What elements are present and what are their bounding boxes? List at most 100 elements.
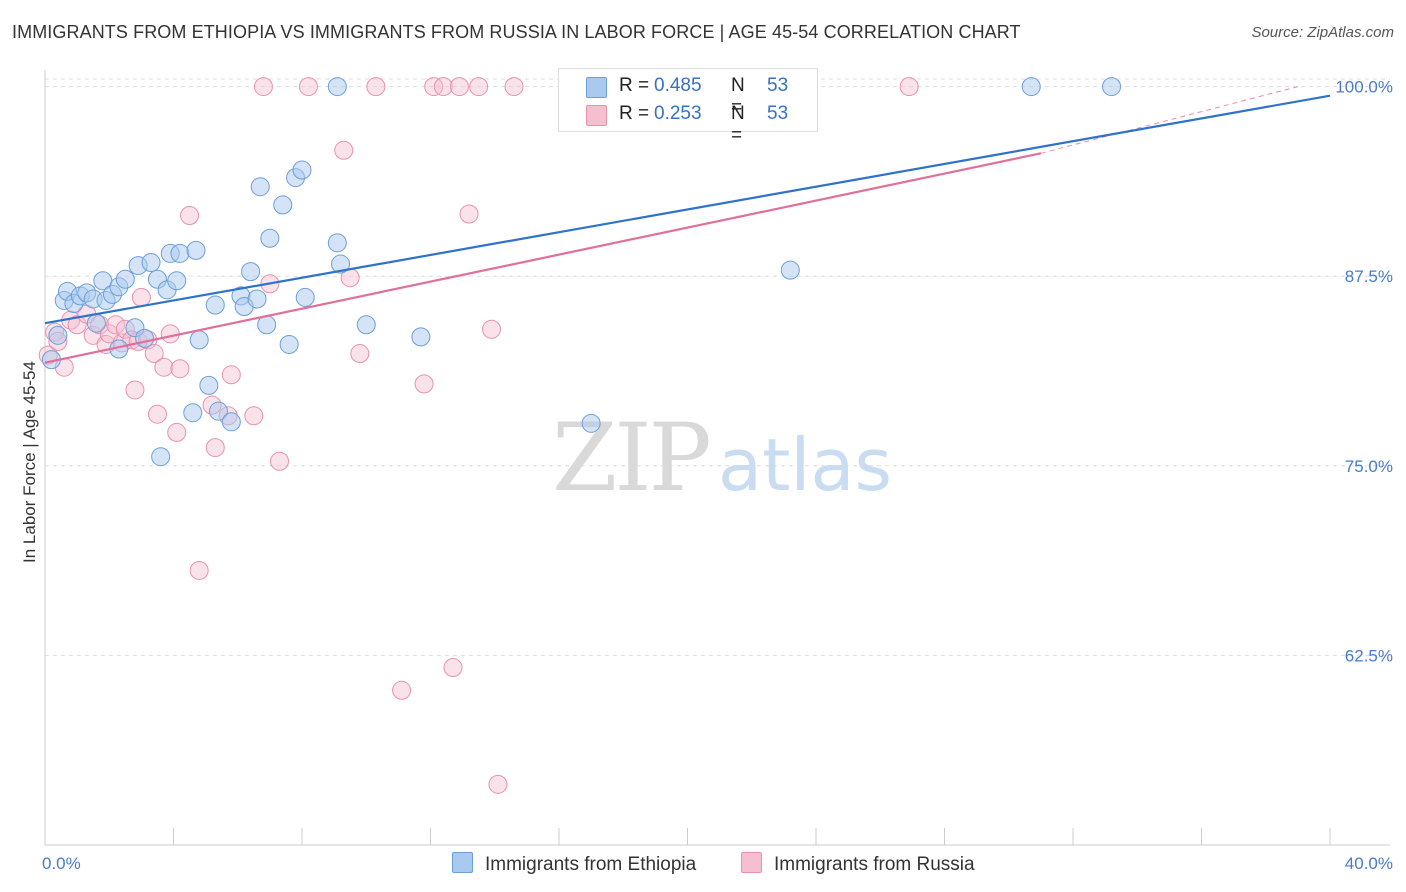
russia-point <box>443 658 463 678</box>
russia-point <box>488 774 508 794</box>
russia-point <box>270 451 290 471</box>
russia-point <box>189 560 209 580</box>
russia-point <box>154 357 174 377</box>
russia-point <box>504 77 524 97</box>
russia-point <box>392 680 412 700</box>
ethiopia-point <box>151 447 171 467</box>
russia-point <box>298 77 318 97</box>
russia-point <box>414 374 434 394</box>
watermark: ZIP atlas <box>552 404 892 513</box>
ethiopia-point <box>135 328 155 348</box>
russia-point <box>125 380 145 400</box>
russia-point <box>180 206 200 226</box>
y-tick-label: 75.0% <box>1345 457 1393 476</box>
russia-point <box>244 406 264 426</box>
ethiopia-point <box>1021 77 1041 97</box>
ethiopia-point <box>247 289 267 309</box>
bottom-legend-swatch-ethiopia <box>452 852 473 873</box>
ethiopia-point <box>115 269 135 289</box>
legend-swatch-russia <box>586 105 607 126</box>
ethiopia-point <box>581 413 601 433</box>
russia-point <box>221 365 241 385</box>
ethiopia-point <box>48 325 68 345</box>
russia-point <box>205 438 225 458</box>
source-label: Source: ZipAtlas.com <box>1251 24 1394 41</box>
legend-r-value-russia: 0.253 <box>654 103 702 124</box>
ethiopia-point <box>295 287 315 307</box>
russia-point <box>459 204 479 224</box>
y-tick-label: 62.5% <box>1345 646 1393 665</box>
ethiopia-point <box>221 412 241 432</box>
x-tick-label: 0.0% <box>42 854 81 873</box>
russia-point <box>449 77 469 97</box>
russia-point <box>106 315 126 335</box>
russia-point <box>147 404 167 424</box>
ethiopia-point <box>189 330 209 350</box>
ethiopia-point <box>183 403 203 423</box>
russia-point <box>170 359 190 379</box>
ethiopia-point <box>279 334 299 354</box>
bottom-legend-russia: Immigrants from Russia <box>741 852 975 876</box>
gridlines <box>45 78 1390 656</box>
ethiopia-point <box>327 77 347 97</box>
bottom-legend-swatch-russia <box>741 852 762 873</box>
ethiopia-point <box>170 243 190 263</box>
russia-point <box>253 77 273 97</box>
stats-legend: R = 0.485 N = 53 R = 0.253 N = 53 <box>558 68 818 146</box>
legend-n-value-russia: 53 <box>767 103 789 124</box>
ethiopia-point <box>260 228 280 248</box>
russia-point <box>67 315 87 335</box>
ethiopia-point <box>780 260 800 280</box>
russia-point <box>899 77 919 97</box>
bottom-legend-ethiopia: Immigrants from Ethiopia <box>452 852 696 876</box>
russia-point <box>334 140 354 160</box>
ethiopia-point <box>141 253 161 273</box>
ethiopia-point <box>292 160 312 180</box>
russia-point <box>366 77 386 97</box>
bottom-legend-label-ethiopia: Immigrants from Ethiopia <box>485 854 697 875</box>
ethiopia-point <box>411 327 431 347</box>
legend-swatch-ethiopia <box>586 77 607 98</box>
x-tick-label: 40.0% <box>1345 854 1393 873</box>
russia-point <box>131 287 151 307</box>
watermark-atlas: atlas <box>718 423 892 507</box>
legend-r-label: R = <box>619 75 650 96</box>
legend-r-value-ethiopia: 0.485 <box>654 75 702 96</box>
ethiopia-point <box>331 254 351 274</box>
russia-point <box>469 77 489 97</box>
ethiopia-trend-line <box>44 94 1331 325</box>
legend-n-label: N = <box>731 75 745 118</box>
ethiopia-point <box>205 295 225 315</box>
ethiopia-point <box>327 233 347 253</box>
russia-point <box>160 324 180 344</box>
ethiopia-point <box>250 177 270 197</box>
legend-n-value-ethiopia: 53 <box>767 75 789 96</box>
trend-lines <box>44 86 1331 364</box>
ethiopia-point <box>241 262 261 282</box>
russia-point <box>350 344 370 364</box>
y-tick-label: 100.0% <box>1335 78 1393 97</box>
bottom-legend-label-russia: Immigrants from Russia <box>774 854 975 875</box>
ethiopia-point <box>86 313 106 333</box>
ethiopia-point <box>208 401 228 421</box>
legend-r-label: R = <box>619 103 650 124</box>
ethiopia-point <box>1102 77 1122 97</box>
ethiopia-point <box>273 195 293 215</box>
ethiopia-point <box>186 240 206 260</box>
russia-point <box>144 344 164 364</box>
russia-point <box>482 319 502 339</box>
axes <box>44 70 1390 846</box>
y-tick-labels: 62.5% 75.0% 87.5% 100.0% <box>1335 78 1393 666</box>
russia-point <box>424 77 444 97</box>
ethiopia-point <box>167 271 187 291</box>
ethiopia-point <box>199 375 219 395</box>
ethiopia-point <box>356 315 376 335</box>
legend-n-label: N = <box>731 103 745 146</box>
watermark-zip: ZIP <box>552 404 709 513</box>
russia-point <box>433 77 453 97</box>
ethiopia-points <box>41 77 1122 467</box>
russia-trend-extension <box>1040 86 1299 154</box>
x-tick-labels: 0.0% 40.0% <box>42 854 1393 873</box>
chart-title: IMMIGRANTS FROM ETHIOPIA VS IMMIGRANTS F… <box>12 22 1021 42</box>
